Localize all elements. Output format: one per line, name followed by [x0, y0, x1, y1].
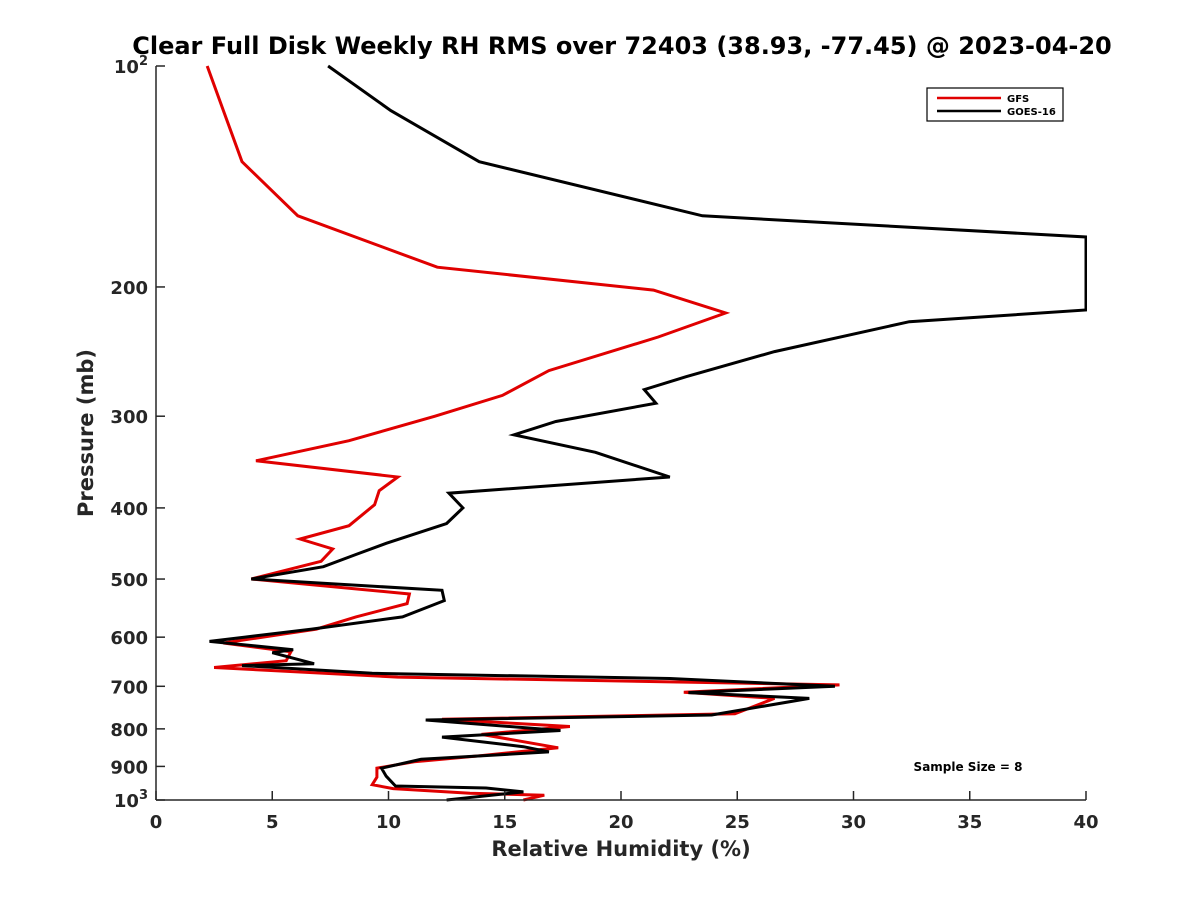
y-tick-label: 103	[114, 788, 148, 812]
legend-label: GOES-16	[1007, 107, 1056, 118]
y-tick-label: 800	[110, 720, 148, 741]
series-line-goes-16	[209, 64, 1087, 802]
x-tick-label: 30	[841, 812, 866, 833]
chart-title: Clear Full Disk Weekly RH RMS over 72403…	[132, 32, 1112, 60]
x-tick-label: 10	[376, 812, 401, 833]
x-axis-label: Relative Humidity (%)	[491, 837, 750, 861]
legend: GFS GOES-16	[926, 87, 1064, 122]
y-tick-label: 900	[110, 757, 148, 778]
x-tick-label: 5	[266, 812, 279, 833]
x-tick-label: 40	[1073, 812, 1098, 833]
y-tick-label: 400	[110, 499, 148, 520]
legend-label: GFS	[1007, 94, 1029, 105]
sample-size-annotation: Sample Size = 8	[914, 760, 1023, 774]
x-tick-label: 15	[492, 812, 517, 833]
x-tick-label: 35	[957, 812, 982, 833]
y-tick-label: 200	[110, 278, 148, 299]
legend-box	[926, 87, 1064, 122]
y-tick-label: 500	[110, 570, 148, 591]
y-tick-label: 700	[110, 677, 148, 698]
x-tick-label: 0	[150, 812, 163, 833]
x-tick-label: 20	[608, 812, 633, 833]
plot-area: 0 5 10 15 20 25 30 35 40 102 200 300 400 500 600 700 800…	[110, 54, 1098, 833]
y-axis-label: Pressure (mb)	[74, 349, 98, 517]
x-tick-label: 25	[725, 812, 750, 833]
y-tick-label: 102	[114, 54, 148, 78]
y-tick-label: 300	[110, 407, 148, 428]
y-tick-label: 600	[110, 628, 148, 649]
